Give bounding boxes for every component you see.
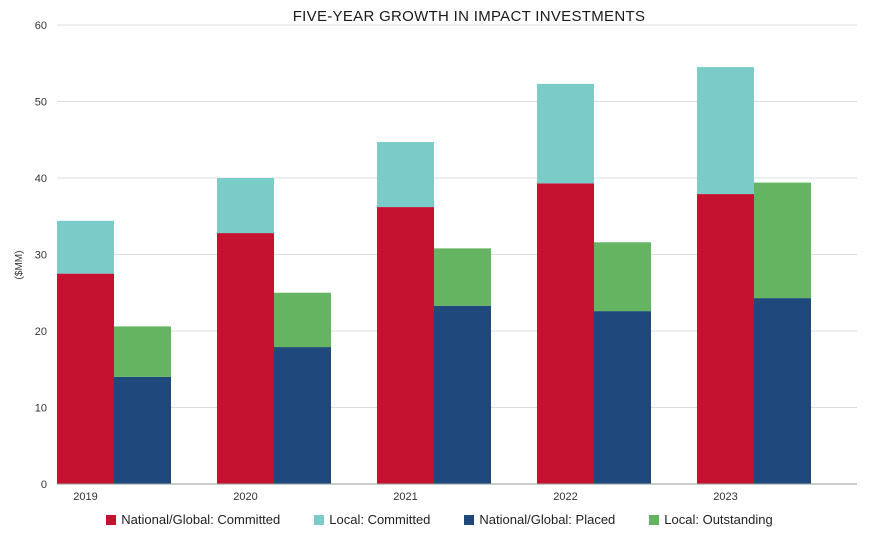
x-tick-labels: 2019 2020 2021 2022 2023 xyxy=(73,491,737,503)
bar-2022-local-committed xyxy=(537,83,594,184)
legend-item-national-committed: National/Global: Committed xyxy=(106,512,280,527)
legend-swatch xyxy=(649,514,660,525)
legend-label: National/Global: Placed xyxy=(479,512,616,527)
legend-label: Local: Outstanding xyxy=(664,512,773,527)
y-tick-label: 40 xyxy=(35,173,47,185)
y-axis-label: ($MM) xyxy=(14,251,25,280)
bar-2023-local-outstanding xyxy=(754,182,811,299)
bar-2022-national-global-placed xyxy=(594,311,651,484)
bar-2023-local-committed xyxy=(697,67,754,195)
legend-item-local-committed: Local: Committed xyxy=(314,512,430,527)
y-tick-label: 60 xyxy=(35,20,47,32)
bar-2021-local-outstanding xyxy=(434,248,491,306)
legend-swatch xyxy=(106,514,117,525)
chart-title: FIVE-YEAR GROWTH IN IMPACT INVESTMENTS xyxy=(293,8,646,25)
bar-2019-national-global-committed xyxy=(57,273,114,484)
bar-2022-local-outstanding xyxy=(594,242,651,312)
bars xyxy=(57,67,811,485)
legend-item-national-placed: National/Global: Placed xyxy=(464,512,615,527)
bar-2020-national-global-committed xyxy=(217,233,274,484)
x-tick-label: 2021 xyxy=(393,491,417,503)
y-tick-label: 30 xyxy=(35,250,47,262)
bar-2019-local-outstanding xyxy=(114,326,171,377)
bar-2023-national-global-committed xyxy=(697,194,754,484)
bar-2021-local-committed xyxy=(377,142,434,208)
bar-2019-national-global-placed xyxy=(114,376,171,484)
x-tick-label: 2019 xyxy=(73,491,97,503)
x-tick-label: 2023 xyxy=(713,491,737,503)
legend-swatch xyxy=(314,514,325,525)
bar-2022-national-global-committed xyxy=(537,183,594,485)
bar-2020-local-committed xyxy=(217,178,274,234)
legend-item-local-outstanding: Local: Outstanding xyxy=(649,512,773,527)
bar-2020-local-outstanding xyxy=(274,292,331,348)
bar-2021-national-global-placed xyxy=(434,305,491,484)
legend-label: National/Global: Committed xyxy=(121,512,281,527)
y-tick-label: 50 xyxy=(35,97,47,109)
x-tick-label: 2022 xyxy=(553,491,577,503)
legend-swatch xyxy=(464,514,475,525)
bar-2021-national-global-committed xyxy=(377,207,434,484)
x-tick-label: 2020 xyxy=(233,491,257,503)
y-tick-label: 10 xyxy=(35,403,47,415)
y-tick-label: 0 xyxy=(41,479,47,491)
legend: National/Global: Committed Local: Commit… xyxy=(0,512,879,527)
bar-2020-national-global-placed xyxy=(274,347,331,484)
bar-2019-local-committed xyxy=(57,220,114,274)
bar-2023-national-global-placed xyxy=(754,298,811,484)
y-tick-labels: 0 10 20 30 40 50 60 xyxy=(35,20,47,491)
legend-label: Local: Committed xyxy=(329,512,431,527)
y-tick-label: 20 xyxy=(35,326,47,338)
